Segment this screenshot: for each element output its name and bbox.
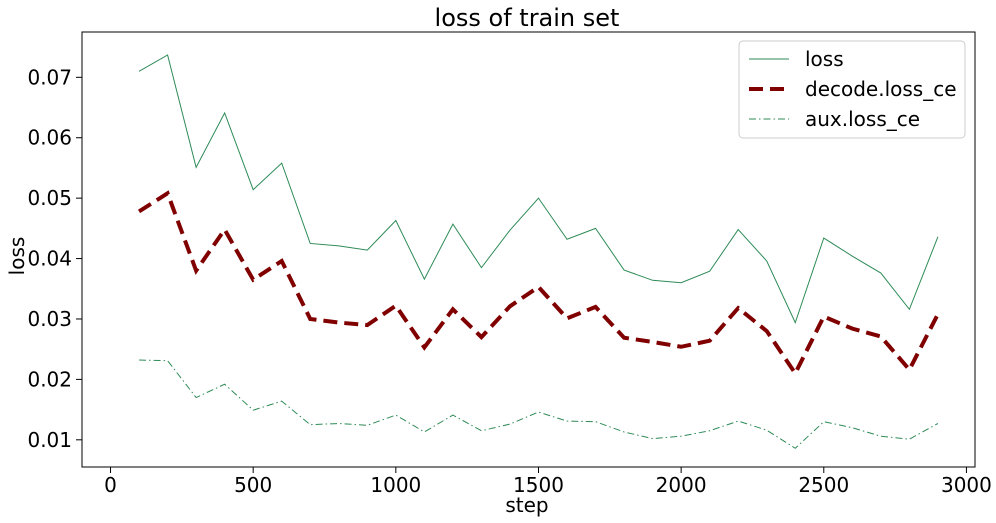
x-tick-label-2: 1000 xyxy=(370,473,421,497)
x-tick-label-3: 1500 xyxy=(513,473,564,497)
y-tick-label-1: 0.02 xyxy=(27,367,72,391)
y-tick-label-3: 0.04 xyxy=(27,247,72,271)
legend-label-0: loss xyxy=(805,47,844,71)
y-tick-label-4: 0.05 xyxy=(27,186,72,210)
y-tick-label-2: 0.03 xyxy=(27,307,72,331)
plot-area: 0 500 1000 1500 2000 2500 3000 0.01 0.02 0.03 0.04… xyxy=(27,31,992,497)
legend-label-2: aux.loss_ce xyxy=(805,107,920,131)
x-tick-label-1: 500 xyxy=(234,473,272,497)
chart-title: loss of train set xyxy=(435,4,620,32)
series-line-2 xyxy=(139,359,939,449)
series-line-0 xyxy=(138,54,939,324)
y-axis-label: loss xyxy=(5,237,29,276)
y-tick-label-0: 0.01 xyxy=(27,428,72,452)
x-axis-label: step xyxy=(505,493,548,517)
x-tick-label-5: 2500 xyxy=(798,473,849,497)
y-tick-label-5: 0.06 xyxy=(27,126,72,150)
legend-label-1: decode.loss_ce xyxy=(805,77,957,101)
x-tick-label-6: 3000 xyxy=(941,473,992,497)
y-tick-label-6: 0.07 xyxy=(27,65,72,89)
legend-box xyxy=(738,40,966,139)
x-tick-label-4: 2000 xyxy=(656,473,707,497)
x-tick-label-0: 0 xyxy=(104,473,117,497)
axes-frame xyxy=(81,31,976,468)
